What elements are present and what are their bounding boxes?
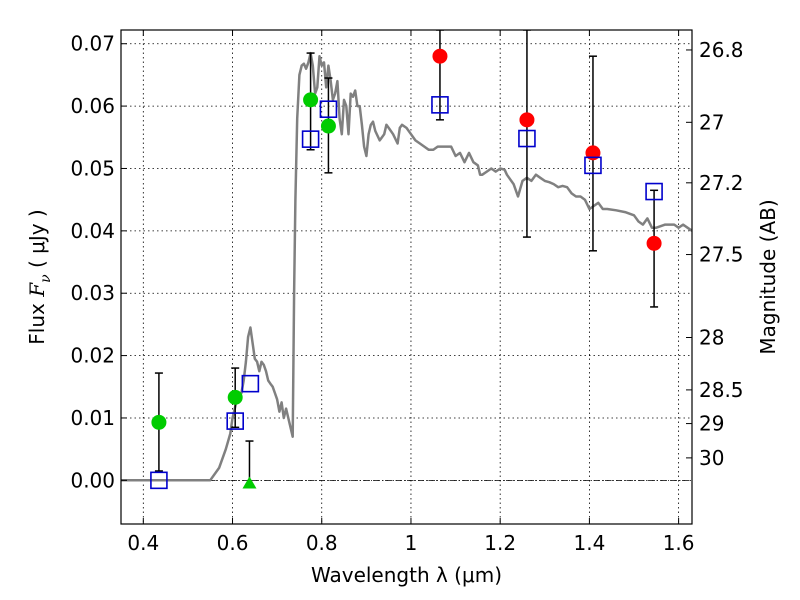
blue-square-point [226,412,244,430]
green-circle-point [227,389,243,405]
y2-tick-label: 27 [699,110,724,134]
y2-tick-label: 28 [699,326,724,350]
y-axis-label-prefix: Flux [25,297,49,345]
x-axis-label: Wavelength λ (μm) [311,563,502,587]
y2-tick-label: 29 [699,412,724,436]
x-tick-label: 1 [405,531,418,555]
ticks: 0.4 0.6 0.8 1 1.2 1.4 1.6 0.00 0.01 0.02 0.03 0.04 0… [70,30,744,555]
x-tick-label: 1.2 [484,531,516,555]
y-tick-label: 0.03 [70,281,115,305]
blue-square-point [431,96,449,114]
blue-square-point [150,471,168,490]
y2-tick-label: 27.5 [699,243,744,267]
y2-tick-label: 26.8 [699,38,744,62]
y-tick-label: 0.04 [70,219,115,243]
y2-tick-label: 28.5 [699,378,744,402]
blue-square-point [645,182,663,201]
grid [121,30,692,524]
plot-frame [120,29,693,525]
blue-square-point [241,374,260,393]
blue-square-point [319,100,338,119]
y-axis-label-symbol: F [25,282,49,298]
green-triangle-point [242,476,257,489]
x-tick-label: 1.6 [663,531,695,555]
y-axis-label-subscript: ν [38,274,54,283]
y2-tick-label: 27.2 [699,171,744,195]
green-circle-point [320,118,336,134]
series [121,30,692,490]
y-tick-label: 0.05 [70,156,115,180]
blue-square-point [301,130,320,148]
red-circle-point [646,235,662,251]
x-tick-label: 0.6 [217,531,249,555]
model-spectrum-line [121,51,692,482]
x-tick-label: 0.4 [127,531,159,555]
green-circle-point [151,414,167,430]
y-tick-label: 0.00 [70,468,115,492]
green-circle-point [303,92,319,108]
y2-axis-label: Magnitude (AB) [756,199,780,354]
blue-square-point [584,156,602,175]
y2-tick-label: 30 [699,446,724,470]
y-axis-label: Flux Fν ( μJy ) [25,209,54,344]
blue-square-point [518,129,536,148]
red-circle-point [519,112,535,128]
y-tick-label: 0.06 [70,94,115,118]
x-tick-label: 0.8 [306,531,338,555]
y-tick-label: 0.02 [70,344,115,368]
y-tick-label: 0.07 [70,32,115,56]
x-tick-label: 1.4 [573,531,605,555]
y-axis-label-suffix: ( μJy ) [25,209,49,274]
red-circle-point [432,48,448,64]
y-tick-label: 0.01 [70,406,115,430]
